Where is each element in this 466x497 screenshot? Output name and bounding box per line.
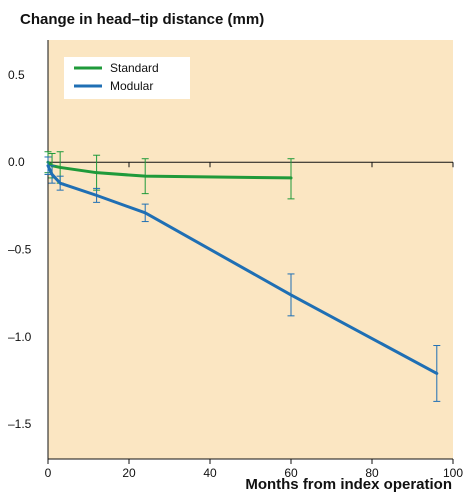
x-tick-label: 40 bbox=[203, 466, 217, 480]
x-tick-label: 0 bbox=[45, 466, 52, 480]
y-tick-label: –1.5 bbox=[8, 417, 32, 431]
x-tick-label: 20 bbox=[122, 466, 136, 480]
y-tick-label: 0.5 bbox=[8, 68, 25, 82]
plot-area bbox=[48, 40, 453, 459]
y-tick-label: –0.5 bbox=[8, 243, 32, 257]
x-axis-ticks: 0 20 40 60 80 100 bbox=[45, 458, 463, 480]
legend-box bbox=[64, 57, 190, 99]
y-tick-label: –1.0 bbox=[8, 330, 32, 344]
series-modular bbox=[44, 156, 441, 402]
y-tick-label: 0.0 bbox=[8, 155, 25, 169]
legend: Standard Modular bbox=[64, 57, 190, 99]
legend-label-standard: Standard bbox=[110, 61, 159, 75]
series-line-modular bbox=[46, 164, 439, 375]
x-tick-label: 80 bbox=[365, 466, 379, 480]
x-tick-label: 100 bbox=[443, 466, 463, 480]
x-axis-label: Months from index operation bbox=[245, 476, 452, 493]
series-line-standard bbox=[46, 160, 293, 180]
legend-label-modular: Modular bbox=[110, 79, 153, 93]
chart-title: Change in head–tip distance (mm) bbox=[20, 11, 264, 28]
x-tick-label: 60 bbox=[284, 466, 298, 480]
y-axis-ticks: 0.5 0.0 –0.5 –1.0 –1.5 bbox=[8, 40, 49, 459]
series-layer bbox=[44, 151, 441, 402]
